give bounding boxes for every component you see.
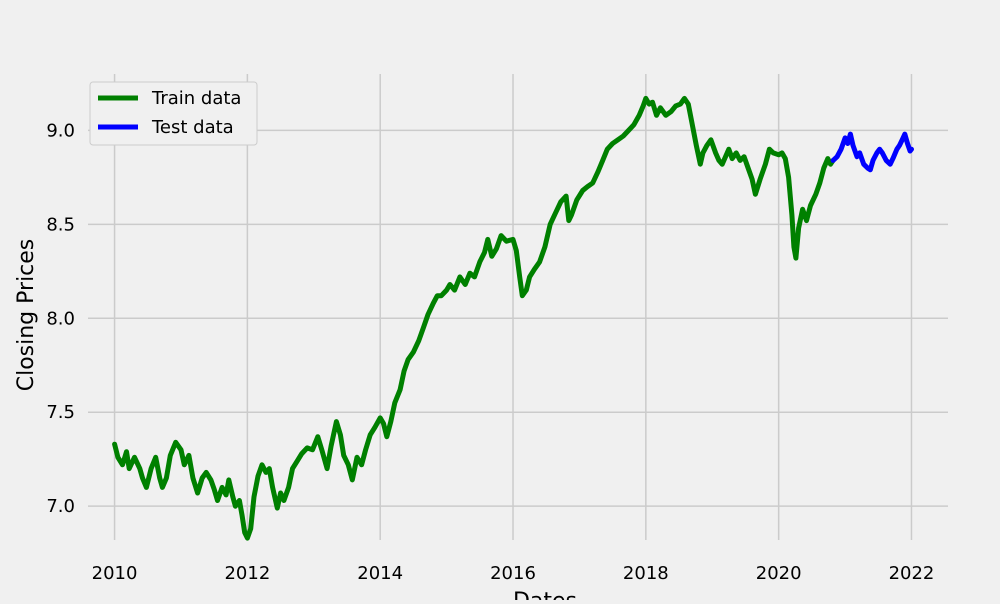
x-tick-label: 2018 (623, 563, 669, 584)
train-data-line (112, 95, 836, 541)
x-tick-label: 2022 (889, 563, 935, 584)
y-tick-label: 8.0 (46, 308, 75, 329)
series-layer (112, 95, 914, 541)
test-data-line (830, 131, 914, 173)
tick-labels: 2010 2012 2014 2016 2018 2020 2022 7.0 7.5 8.0 8.5… (46, 120, 934, 584)
y-tick-label: 9.0 (46, 120, 75, 141)
legend-label-test: Test data (151, 117, 234, 138)
legend-label-train: Train data (151, 88, 241, 109)
x-tick-label: 2020 (756, 563, 802, 584)
x-tick-label: 2014 (357, 563, 403, 584)
x-axis-label: Dates (513, 589, 577, 600)
y-tick-label: 7.0 (46, 496, 75, 517)
legend: Train data Test data (89, 81, 258, 146)
x-tick-label: 2012 (224, 563, 270, 584)
y-tick-label: 8.5 (46, 214, 75, 235)
x-tick-label: 2016 (490, 563, 536, 584)
y-tick-label: 7.5 (46, 402, 75, 423)
y-axis-label: Closing Prices (14, 239, 39, 392)
x-tick-label: 2010 (92, 563, 138, 584)
